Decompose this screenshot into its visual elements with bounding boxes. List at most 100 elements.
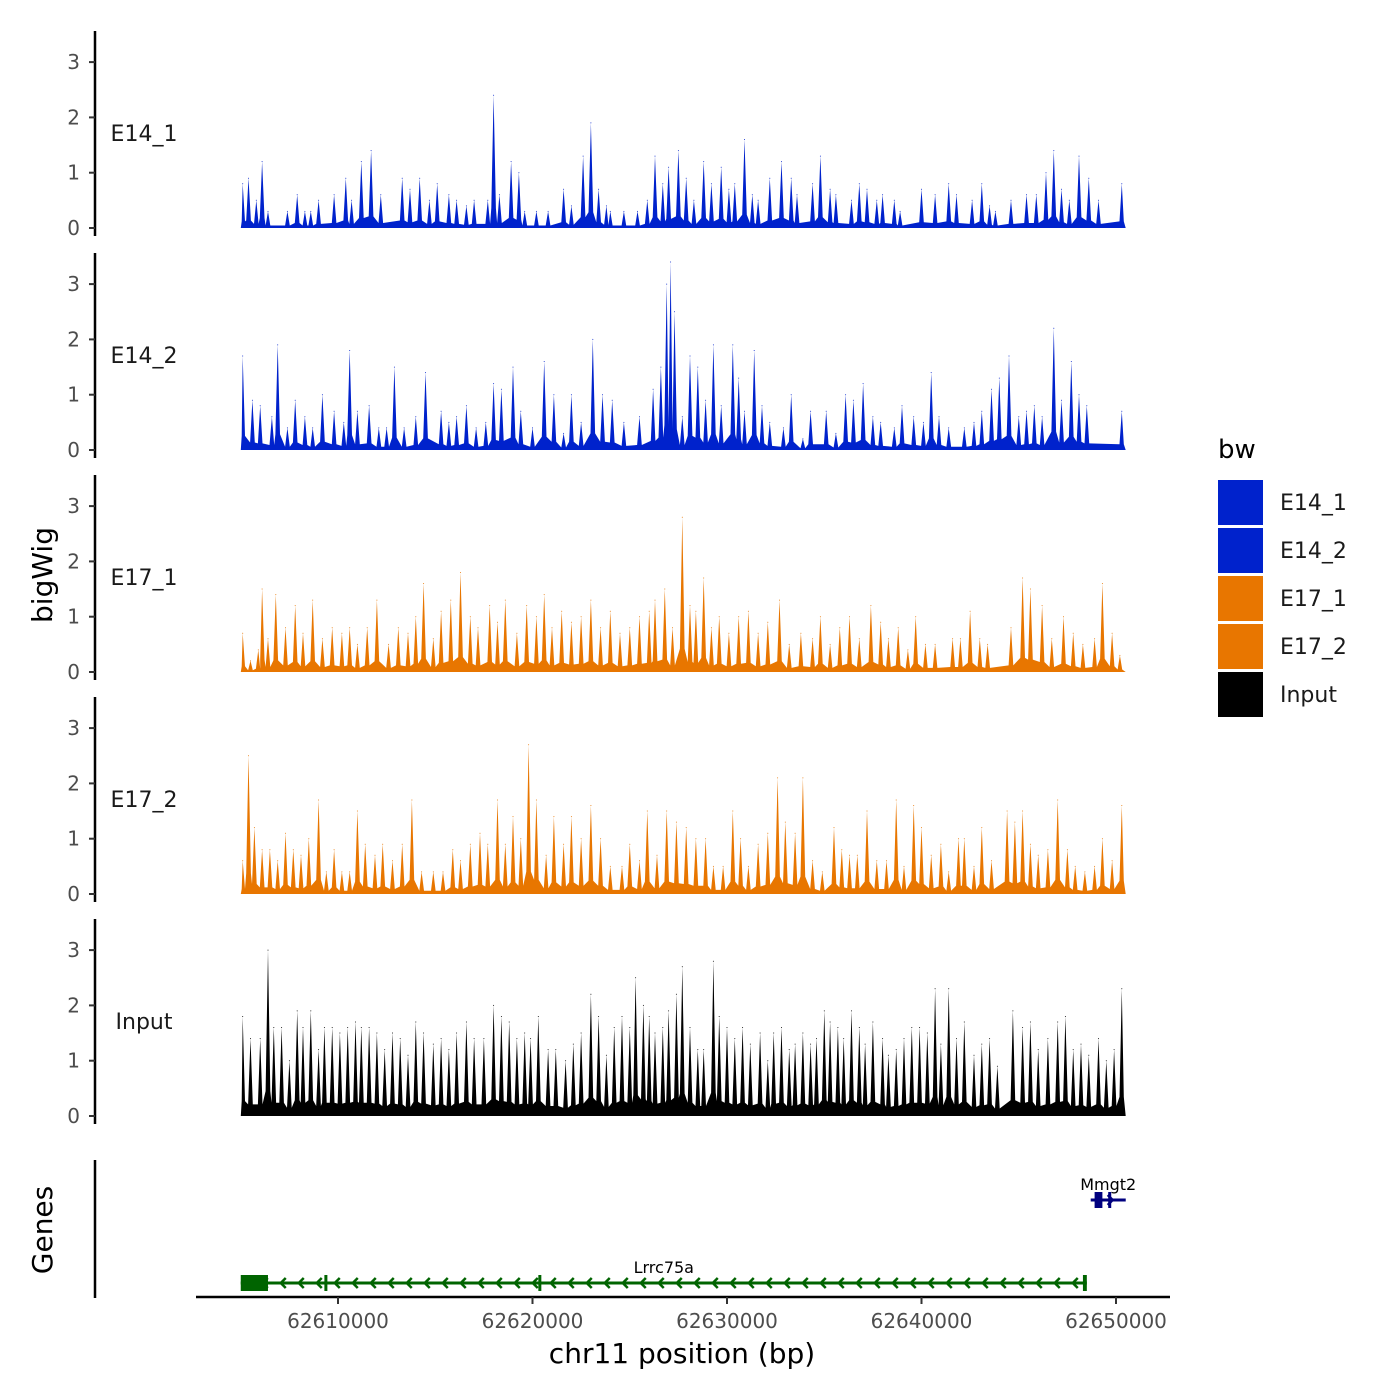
signal-point (555, 1049, 557, 1051)
legend-label: E17_2 (1280, 635, 1347, 660)
track-input: 0 1 2 3 Input (67, 919, 1126, 1128)
signal-point (835, 432, 837, 434)
signal-point (642, 1004, 644, 1006)
signal-point (1121, 805, 1123, 806)
signal-point (370, 150, 372, 152)
signal-point (598, 1016, 600, 1017)
strand-arrow (854, 1277, 863, 1289)
signal-point (781, 1027, 782, 1028)
strand-arrow (422, 1277, 431, 1289)
signal-point (553, 394, 555, 396)
signal-point (242, 632, 244, 634)
signal-point (304, 416, 306, 418)
strand-arrow (926, 1277, 935, 1289)
signal-point (1111, 860, 1113, 862)
signal-point (893, 199, 895, 201)
signal-point (623, 210, 625, 212)
signal-point (281, 1027, 283, 1028)
signal-point (524, 1032, 526, 1034)
signal-point (1022, 810, 1024, 812)
signal-point (465, 1021, 467, 1023)
y-axis-title: bigWig (26, 527, 59, 623)
gene-mmgt2: Mmgt2 (1080, 1175, 1136, 1208)
x-tick-label: 62610000 (287, 1309, 389, 1333)
signal-point (637, 210, 638, 212)
signal-point (816, 1038, 817, 1040)
signal-point (341, 632, 343, 634)
signal-point (1010, 627, 1012, 629)
signal-point (810, 1043, 812, 1045)
signal-point (592, 338, 594, 340)
signal-point (302, 1027, 304, 1028)
signal-point (703, 1049, 705, 1051)
signal-point (242, 860, 244, 862)
y-tick-label: 3 (67, 50, 80, 74)
strand-arrow (350, 1277, 359, 1289)
signal-point (757, 632, 759, 634)
signal-point (751, 194, 753, 196)
signal-point (500, 1016, 502, 1017)
signal-point (1029, 1021, 1031, 1023)
signal-point (837, 1027, 839, 1028)
signal-point (302, 632, 304, 634)
signal-point (695, 838, 697, 840)
signal-point (963, 838, 965, 840)
signal-point (392, 860, 393, 862)
signal-point (497, 621, 498, 623)
signal-point (580, 616, 582, 618)
signal-point (732, 810, 734, 812)
signal-point (926, 1032, 928, 1034)
signal-point (652, 388, 654, 390)
signal-point (530, 1038, 532, 1040)
signal-point (685, 827, 687, 829)
signal-point (415, 416, 417, 418)
track-e17-1: 0 1 2 3 E17_1 (67, 475, 1126, 684)
signal-point (619, 632, 621, 634)
signal-point (790, 177, 792, 179)
y-tick-label: 2 (67, 327, 80, 351)
strand-arrow (962, 1277, 971, 1289)
x-axis-title: chr11 position (bp) (549, 1337, 815, 1370)
signal-point (273, 1027, 275, 1028)
signal-point (590, 599, 592, 601)
signal-area-input (240, 950, 1126, 1116)
signal-point (870, 605, 872, 607)
legend-swatch-e17-2 (1218, 624, 1263, 669)
signal-point (1029, 588, 1031, 590)
signal-point (255, 199, 257, 201)
signal-point (465, 405, 467, 407)
signal-point (788, 1049, 790, 1051)
signal-point (605, 205, 607, 207)
signal-point (705, 838, 707, 840)
strand-arrow (332, 1277, 341, 1289)
y-tick-label: 3 (67, 716, 80, 740)
strand-arrow (728, 1277, 737, 1289)
signal-point (565, 1060, 567, 1062)
signal-point (1041, 416, 1043, 418)
signal-point (580, 1032, 582, 1034)
genes-track: Lrrc75a Mmgt2 (93, 1160, 1136, 1298)
signal-point (979, 638, 981, 640)
signal-point (1008, 355, 1010, 357)
signal-point (893, 427, 895, 429)
strand-arrow (278, 1277, 287, 1289)
signal-point (864, 1043, 866, 1045)
signal-point (812, 183, 814, 185)
signal-point (767, 1060, 769, 1062)
signal-point (681, 516, 683, 518)
signal-point (849, 854, 850, 856)
signal-point (1113, 1049, 1115, 1051)
signal-point (528, 744, 530, 746)
signal-point (956, 1038, 957, 1040)
signal-point (611, 399, 613, 401)
signal-point (635, 977, 637, 979)
signal-point (996, 1065, 998, 1067)
signal-point (532, 427, 533, 429)
signal-point (407, 632, 409, 634)
signal-point (948, 183, 950, 185)
signal-point (1072, 632, 1074, 634)
signal-point (697, 1049, 699, 1051)
signal-point (880, 421, 882, 423)
strand-arrow (710, 1277, 719, 1289)
